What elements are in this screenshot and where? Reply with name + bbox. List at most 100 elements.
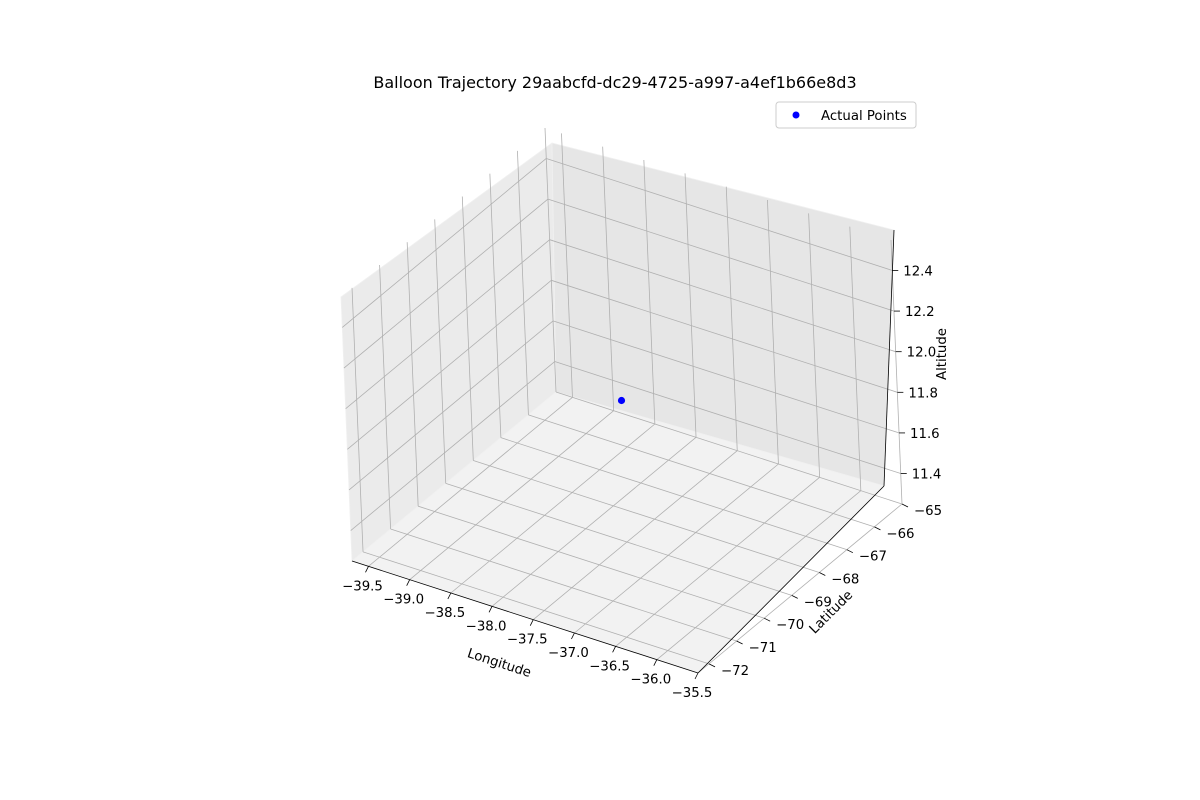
- x-gridline-back: [643, 159, 656, 425]
- x-gridline-back: [684, 173, 697, 438]
- x-gridline-back: [808, 213, 821, 478]
- x-gridline-floor: [368, 397, 573, 567]
- x-tick-mark: [571, 632, 575, 640]
- z-gridline-left: [348, 320, 554, 491]
- y-tick-mark: [736, 640, 743, 645]
- z-tick-label: 11.4: [912, 468, 942, 483]
- axis-ticks: −39.5−39.0−38.5−38.0−37.5−37.0−36.5−36.0…: [342, 264, 942, 701]
- x-gridline-back: [849, 226, 862, 491]
- y-tick-mark: [901, 503, 909, 508]
- chart-title: Balloon Trajectory 29aabcfd-dc29-4725-a9…: [373, 73, 856, 92]
- x-tick-label: −35.5: [672, 686, 713, 701]
- y-tick-label: −72: [721, 664, 749, 679]
- y-tick-mark: [819, 572, 826, 576]
- y-tick-mark: [763, 617, 771, 622]
- z-gridline-left: [343, 198, 549, 369]
- x-gridline-back: [725, 186, 738, 451]
- y-tick-label: −68: [831, 573, 859, 588]
- x-gridline-back: [561, 133, 573, 398]
- x-gridline-floor: [532, 450, 738, 620]
- y-tick-label: −65: [914, 504, 942, 519]
- z-gridline-back: [547, 198, 895, 312]
- y-gridline-floor: [390, 528, 737, 642]
- y-tick-label: −71: [749, 641, 777, 656]
- x-gridline-floor: [409, 410, 614, 580]
- y-gridline-left: [434, 219, 447, 484]
- y-tick-label: −70: [776, 618, 804, 633]
- x-tick-label: −36.5: [589, 659, 630, 674]
- z-tick-label: 12.4: [903, 264, 933, 279]
- z-tick-label: 12.0: [907, 346, 937, 361]
- z-gridline-back: [554, 361, 901, 474]
- z-gridline-left: [342, 158, 547, 328]
- y-gridline-left: [379, 265, 391, 530]
- z-gridline-left: [345, 239, 550, 410]
- z-tick-label: 11.8: [908, 386, 938, 401]
- x-gridline-back: [602, 146, 615, 411]
- y-gridline-left: [351, 287, 364, 552]
- y-gridline-left: [544, 127, 557, 393]
- y-gridline-floor: [445, 482, 792, 596]
- x-tick-mark: [612, 646, 616, 653]
- legend-marker: [792, 111, 800, 119]
- axis-panes: [340, 142, 895, 674]
- y-gridline-left: [489, 173, 502, 438]
- z-gridline-back: [552, 320, 900, 434]
- x-tick-label: −36.0: [630, 673, 671, 688]
- gridlines: [342, 127, 903, 674]
- x-tick-mark: [653, 659, 658, 666]
- data-points: [617, 396, 626, 405]
- y-gridline-floor: [362, 551, 710, 665]
- y-tick-mark: [874, 526, 881, 531]
- y-gridline-floor: [500, 437, 847, 551]
- z-gridline-left: [350, 361, 555, 531]
- z-gridline-left: [347, 279, 552, 450]
- x-tick-label: −39.5: [342, 579, 383, 594]
- x-tick-mark: [406, 579, 411, 586]
- y-tick-label: −67: [859, 550, 887, 565]
- x-gridline-floor: [450, 423, 656, 594]
- z-gridline-back: [549, 239, 896, 353]
- x-tick-label: −38.0: [466, 619, 507, 634]
- y-tick-mark: [791, 594, 798, 599]
- y-gridline-floor: [555, 391, 903, 505]
- y-tick-label: −66: [886, 527, 914, 542]
- x-tick-label: −37.0: [548, 646, 589, 661]
- x-gridline-floor: [574, 463, 779, 634]
- data-point: [617, 396, 626, 405]
- y-gridline-left: [406, 242, 419, 507]
- z-tick-label: 11.6: [910, 427, 940, 442]
- z-tick-label: 12.2: [905, 305, 935, 320]
- x-tick-mark: [447, 592, 452, 600]
- y-gridline-left: [517, 150, 529, 415]
- y-tick-mark: [708, 663, 716, 668]
- x-gridline-floor: [697, 503, 903, 674]
- x-gridline-floor: [656, 490, 862, 660]
- y-tick-mark: [846, 549, 854, 554]
- y-axis-line: [697, 485, 885, 674]
- z-gridline-back: [551, 279, 898, 393]
- x-tick-mark: [488, 606, 493, 613]
- x-gridline-back: [767, 199, 779, 465]
- y-gridline-floor: [418, 505, 765, 619]
- z-gridline-back: [546, 158, 893, 271]
- legend-entry-label: Actual Points: [821, 109, 907, 124]
- y-tick-label: −69: [804, 595, 832, 610]
- x-tick-label: −39.0: [383, 593, 424, 608]
- z-axis-label: Altitude: [935, 328, 950, 380]
- x-tick-mark: [529, 619, 534, 626]
- legend: Actual Points: [775, 101, 917, 129]
- x-tick-mark: [365, 566, 369, 573]
- y-gridline-floor: [473, 460, 820, 573]
- x-gridline-floor: [491, 437, 697, 607]
- legend-frame: [775, 101, 917, 129]
- x-tick-mark: [694, 672, 699, 680]
- y-gridline-left: [461, 196, 474, 461]
- x-tick-label: −38.5: [424, 606, 465, 621]
- x-tick-label: −37.5: [507, 633, 548, 648]
- x-gridline-floor: [615, 477, 820, 647]
- x-gridline-back: [890, 239, 903, 505]
- y-gridline-floor: [528, 414, 875, 528]
- z-axis-line: [883, 229, 895, 487]
